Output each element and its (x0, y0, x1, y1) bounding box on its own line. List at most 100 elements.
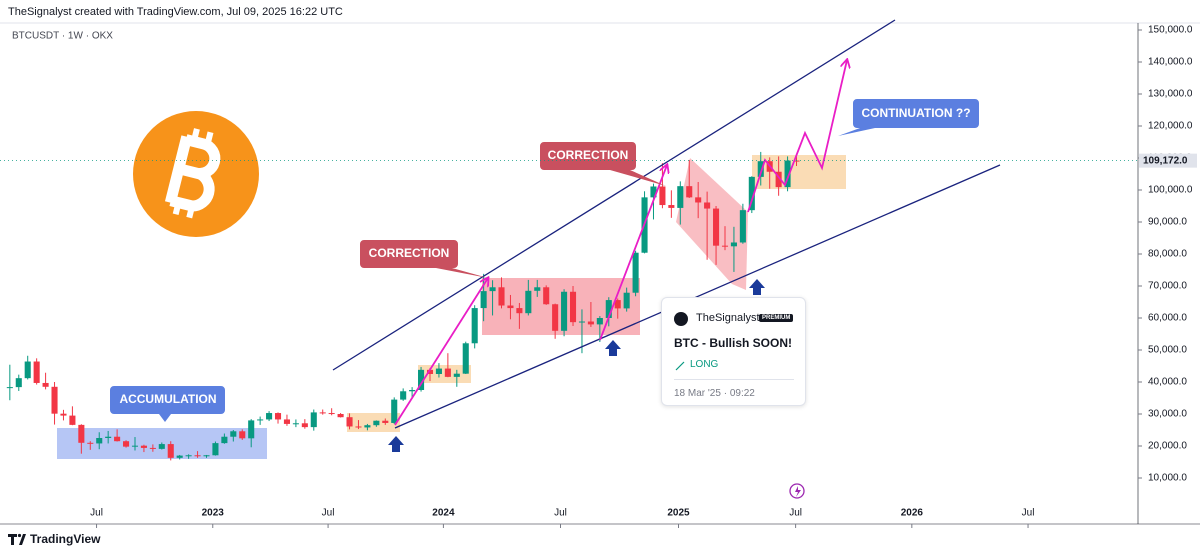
x-tick-label: 2024 (432, 508, 455, 519)
candle-body (489, 287, 496, 292)
label-box (110, 386, 225, 422)
candle-body (337, 414, 344, 418)
projection (599, 165, 667, 341)
candle-body (793, 160, 800, 162)
candle-body (400, 391, 407, 400)
x-tick-label: Jul (554, 508, 567, 519)
candle-body (525, 290, 532, 314)
card-author: TheSignalyst (696, 312, 760, 324)
candle-body (123, 441, 130, 447)
candle-body (382, 420, 389, 423)
candle-body (266, 413, 273, 420)
brand-logo (8, 534, 26, 545)
candle-body (78, 424, 85, 443)
candle-body (534, 287, 541, 291)
y-tick-label: 100,000.0 (1148, 185, 1193, 196)
candle-body (292, 423, 299, 425)
candle-body (677, 186, 684, 208)
candle-body (498, 287, 505, 306)
icon (795, 486, 801, 497)
separator (674, 379, 794, 380)
candle-body (659, 186, 666, 206)
candle-body (543, 287, 550, 305)
x-tick-label: Jul (322, 508, 335, 519)
y-tick-label: 80,000.0 (1148, 249, 1187, 260)
y-tick-label: 30,000.0 (1148, 409, 1187, 420)
candle-body (301, 423, 308, 428)
y-tick-label: 50,000.0 (1148, 345, 1187, 356)
candle-body (60, 413, 67, 416)
candle-body (739, 210, 746, 243)
candle-body (355, 426, 362, 428)
candle-body (444, 368, 451, 377)
candle-body (230, 431, 237, 437)
annotation: CORRECTION (369, 246, 450, 260)
annotation: CONTINUATION ?? (861, 106, 970, 120)
avatar (674, 312, 688, 326)
candle-body (462, 343, 469, 374)
label-box (540, 142, 666, 186)
candle-body (668, 205, 675, 208)
credit: TheSignalyst created with TradingView.co… (8, 6, 343, 18)
y-tick-label: 150,000.0 (1148, 25, 1193, 36)
candle-body (695, 197, 702, 203)
candle-body (15, 378, 22, 388)
candle-body (418, 369, 425, 390)
candle-body (721, 245, 729, 247)
candle-body (274, 413, 282, 420)
idea-card[interactable]: TheSignalyst PREMIUM BTC - Bullish SOON!… (661, 297, 806, 406)
long-icon (675, 361, 685, 371)
candle-body (158, 444, 165, 449)
candle-body (561, 291, 568, 331)
candle-body (6, 387, 13, 389)
candle-body (614, 300, 621, 309)
candle-body (391, 399, 398, 423)
channel-line (394, 164, 1001, 429)
candle-body (33, 361, 40, 383)
up-arrow (388, 436, 404, 452)
card-date: 18 Mar '25 · 09:22 (674, 388, 755, 399)
candle-body (69, 415, 76, 425)
candle-body (775, 171, 782, 188)
projection (394, 278, 488, 426)
y-tick-label: 10,000.0 (1148, 473, 1187, 484)
candle-body (757, 161, 764, 177)
up-arrow (749, 279, 765, 295)
candle-body (87, 442, 94, 444)
candle-body (96, 438, 103, 444)
candle-body (730, 242, 737, 247)
channel-line (332, 19, 896, 371)
price-tag (1139, 153, 1197, 168)
candle-body (507, 305, 514, 309)
candle-body (239, 431, 246, 439)
x-tick-label: Jul (789, 508, 802, 519)
candle-body (346, 417, 353, 427)
label-box (838, 99, 979, 136)
candle-body (176, 455, 183, 458)
price-tag-label: 109,172.0 (1143, 155, 1188, 166)
y-tick-label: 70,000.0 (1148, 281, 1187, 292)
candle-body (605, 300, 612, 318)
y-tick-label: 120,000.0 (1148, 121, 1193, 132)
brand: TradingView (30, 532, 101, 546)
candle-body (212, 443, 219, 456)
x-tick-label: 2023 (202, 508, 225, 519)
candle-body (426, 369, 434, 374)
icon (789, 483, 805, 499)
card-direction: LONG (690, 359, 719, 370)
candle-body (453, 373, 460, 377)
badge: PREMIUM (759, 314, 794, 322)
y-tick-label: 60,000.0 (1148, 313, 1187, 324)
candle-body (409, 390, 416, 392)
candle-body (221, 436, 228, 444)
candle-body (704, 202, 711, 209)
symbol: BTCUSDT · 1W · OKX (12, 31, 113, 42)
candle-body (310, 412, 317, 428)
logo-glyph (164, 128, 221, 219)
candle-body (131, 445, 139, 447)
candle-body (24, 361, 31, 379)
candle-body (650, 186, 657, 198)
y-tick-label: 90,000.0 (1148, 217, 1187, 228)
